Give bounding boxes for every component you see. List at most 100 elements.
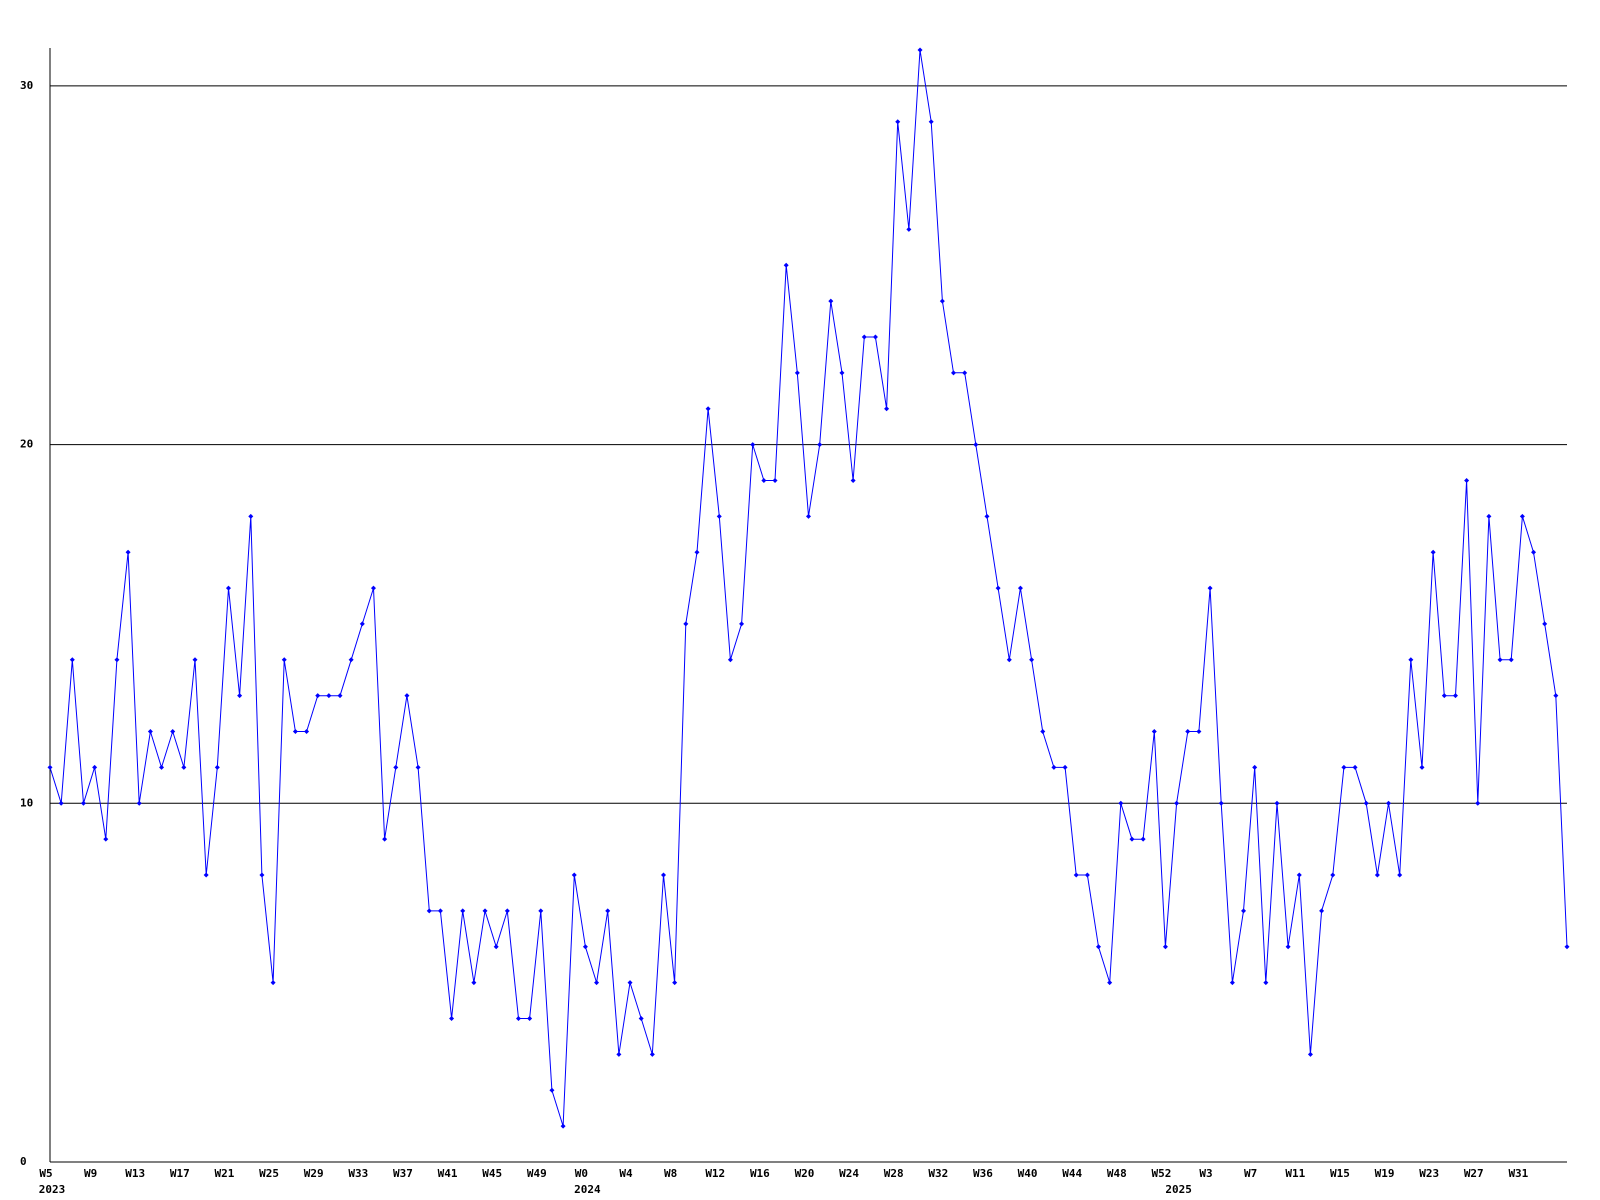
data-point xyxy=(1542,621,1548,627)
data-point xyxy=(415,764,421,770)
data-point xyxy=(482,908,488,914)
data-point xyxy=(683,621,689,627)
data-point xyxy=(382,836,388,842)
data-point xyxy=(605,908,611,914)
data-point xyxy=(393,764,399,770)
data-point xyxy=(281,657,287,663)
data-point xyxy=(1363,800,1369,806)
data-point xyxy=(951,370,957,376)
x-tick-label: W16 xyxy=(750,1167,770,1180)
data-point xyxy=(58,800,64,806)
y-tick-label: 0 xyxy=(20,1155,27,1168)
data-point xyxy=(1207,585,1213,591)
data-point xyxy=(504,908,510,914)
data-point xyxy=(426,908,432,914)
data-point xyxy=(783,262,789,268)
data-point xyxy=(995,585,1001,591)
data-point xyxy=(92,764,98,770)
data-point xyxy=(1497,657,1503,663)
data-point xyxy=(727,657,733,663)
data-point xyxy=(1241,908,1247,914)
data-point xyxy=(181,764,187,770)
x-tick-label: W19 xyxy=(1375,1167,1395,1180)
data-point xyxy=(1531,549,1537,555)
data-point xyxy=(1430,549,1436,555)
data-point xyxy=(192,657,198,663)
data-point xyxy=(147,729,153,735)
x-tick-label: W11 xyxy=(1285,1167,1305,1180)
data-point xyxy=(638,1016,644,1022)
x-tick-label: W33 xyxy=(348,1167,368,1180)
data-point xyxy=(1486,513,1492,519)
y-tick-label: 10 xyxy=(20,796,33,809)
data-point xyxy=(1162,944,1168,950)
data-point xyxy=(1419,764,1425,770)
data-point xyxy=(1084,872,1090,878)
data-point xyxy=(1475,800,1481,806)
year-label: 2023 xyxy=(39,1183,66,1196)
data-point xyxy=(1006,657,1012,663)
data-point xyxy=(1151,729,1157,735)
x-tick-label: W36 xyxy=(973,1167,993,1180)
year-label: 2025 xyxy=(1165,1183,1192,1196)
data-point xyxy=(515,1016,521,1022)
data-point xyxy=(1386,800,1392,806)
x-tick-label: W29 xyxy=(304,1167,324,1180)
data-point xyxy=(1519,513,1525,519)
data-point xyxy=(984,513,990,519)
data-point xyxy=(125,549,131,555)
data-point xyxy=(616,1051,622,1057)
x-tick-label: W31 xyxy=(1508,1167,1528,1180)
x-tick-label: W41 xyxy=(438,1167,458,1180)
data-point xyxy=(1040,729,1046,735)
data-line xyxy=(49,49,1568,1127)
data-point xyxy=(270,980,276,986)
x-tick-label: W4 xyxy=(619,1167,633,1180)
data-point xyxy=(1051,764,1057,770)
data-point xyxy=(225,585,231,591)
data-point xyxy=(170,729,176,735)
data-point xyxy=(404,693,410,699)
x-tick-label: W27 xyxy=(1464,1167,1484,1180)
data-point xyxy=(917,47,923,53)
x-tick-label: W7 xyxy=(1244,1167,1257,1180)
data-point xyxy=(716,513,722,519)
data-point xyxy=(872,334,878,340)
data-point xyxy=(493,944,499,950)
data-point xyxy=(906,226,912,232)
data-point xyxy=(1374,872,1380,878)
x-tick-label: W28 xyxy=(884,1167,904,1180)
x-tick-label: W23 xyxy=(1419,1167,1439,1180)
data-point xyxy=(437,908,443,914)
x-tick-label: W17 xyxy=(170,1167,190,1180)
data-point xyxy=(928,119,934,125)
x-tick-label: W8 xyxy=(664,1167,677,1180)
data-point xyxy=(538,908,544,914)
data-point xyxy=(817,442,823,448)
data-point xyxy=(806,513,811,519)
data-point xyxy=(1062,764,1068,770)
data-point xyxy=(348,657,354,663)
data-point xyxy=(582,944,588,950)
data-point xyxy=(861,334,867,340)
data-point xyxy=(1118,800,1124,806)
data-point xyxy=(114,657,120,663)
data-point xyxy=(839,370,845,376)
data-point xyxy=(1408,657,1414,663)
x-tick-label: W52 xyxy=(1152,1167,1172,1180)
data-point xyxy=(292,729,298,735)
year-label: 2024 xyxy=(574,1183,601,1196)
data-point xyxy=(460,908,466,914)
data-point xyxy=(326,693,332,699)
data-point xyxy=(1073,872,1079,878)
data-point xyxy=(1218,800,1224,806)
data-point xyxy=(248,513,254,519)
x-tick-label: W5 xyxy=(39,1167,52,1180)
data-point xyxy=(449,1016,455,1022)
data-point xyxy=(649,1051,655,1057)
data-point xyxy=(1352,764,1358,770)
data-point xyxy=(1229,980,1235,986)
x-tick-label: W24 xyxy=(839,1167,859,1180)
data-point xyxy=(739,621,745,627)
data-point xyxy=(80,800,86,806)
